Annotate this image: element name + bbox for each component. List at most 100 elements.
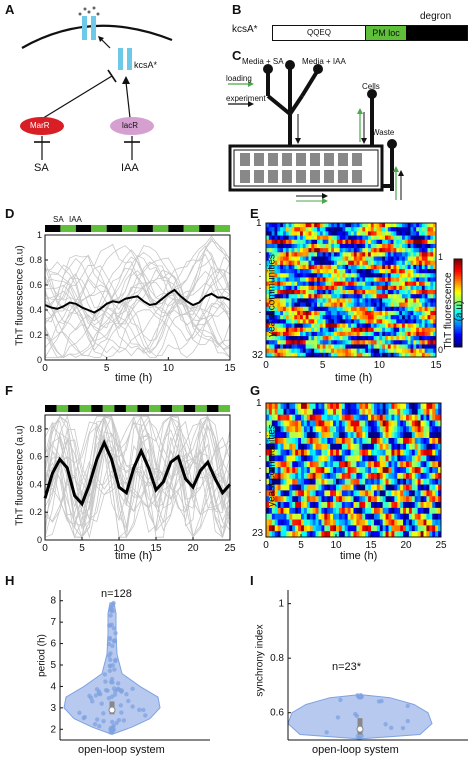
heat-cell (393, 252, 397, 257)
heat-cell (336, 437, 340, 445)
heat-cell (312, 403, 316, 410)
heat-cell (399, 273, 403, 278)
stimulus-block (68, 405, 80, 412)
heat-cell (289, 414, 293, 421)
heat-cell (368, 264, 372, 270)
heat-cell (350, 478, 354, 485)
heat-cell (359, 243, 363, 249)
heat-cell (274, 340, 278, 345)
heat-cell (344, 449, 348, 456)
heat-cell (391, 525, 395, 532)
heat-cell (328, 256, 332, 261)
heat-cell (314, 294, 318, 299)
heat-cell (396, 298, 400, 303)
heat-cell (319, 227, 323, 232)
heat-cell (399, 336, 403, 341)
heat-cell (280, 472, 284, 480)
heat-cell (341, 426, 346, 433)
heat-cell (433, 315, 437, 320)
colorbar-swatch (454, 289, 462, 293)
heat-cell (404, 256, 408, 261)
heat-cell (394, 502, 398, 509)
heat-cell (328, 336, 332, 341)
heat-cell (314, 352, 318, 358)
heat-cell (416, 323, 420, 328)
heat-cell (373, 513, 378, 520)
heat-cell (379, 340, 383, 345)
heat-cell (314, 310, 318, 316)
heat-cell (277, 449, 281, 456)
heat-cell (417, 472, 421, 480)
heat-cell (325, 285, 329, 291)
heat-cell (266, 239, 270, 245)
heat-cell (416, 348, 420, 354)
y-tick-label: 0.2 (29, 330, 42, 340)
heat-cell (297, 327, 301, 333)
row-dot: . (259, 461, 262, 472)
heat-cell (334, 327, 338, 333)
heat-cell (271, 252, 275, 257)
heat-cell (370, 302, 374, 308)
heat-cell (309, 507, 313, 514)
heat-cell (341, 467, 346, 474)
heat-cell (331, 243, 335, 249)
heat-cell (419, 352, 423, 358)
heat-cell (353, 277, 357, 282)
heat-cell (391, 403, 395, 410)
heat-cell (411, 432, 416, 439)
heat-cell (312, 502, 316, 509)
heat-cell (271, 490, 276, 497)
heat-cell (438, 461, 442, 468)
heat-cell (280, 285, 284, 291)
heat-cell (420, 426, 424, 433)
heat-cell (338, 513, 343, 520)
heat-cell (351, 248, 355, 253)
heat-cell (298, 443, 302, 450)
heat-cell (291, 260, 295, 266)
heat-cell (414, 426, 418, 433)
heat-cell (271, 256, 275, 261)
heat-cell (432, 403, 436, 410)
heat-cell (318, 478, 322, 485)
heat-cell (403, 455, 407, 462)
heat-cell (266, 302, 270, 308)
heat-cell (348, 269, 352, 274)
colorbar-swatch (454, 329, 462, 332)
heat-cell (277, 437, 281, 445)
heat-cell (277, 348, 281, 354)
heat-cell (365, 344, 369, 349)
heat-cell (402, 315, 406, 320)
heat-cell (280, 319, 284, 324)
heat-cell (317, 256, 321, 261)
heat-cell (330, 484, 334, 491)
heat-cell (419, 269, 423, 274)
heat-cell (328, 231, 332, 236)
heat-cell (385, 323, 389, 328)
heat-cell (295, 507, 299, 514)
heat-cell (365, 340, 369, 345)
heat-cell (268, 443, 273, 450)
heat-cell (318, 432, 322, 439)
heat-cell (416, 264, 420, 270)
heatmap-g-ylabel: yeast communities (266, 424, 278, 507)
heat-cell (331, 294, 335, 299)
heat-cell (427, 290, 431, 295)
heat-cell (396, 256, 400, 261)
heat-cell (330, 525, 334, 532)
lacr-label: lacR (122, 121, 139, 130)
heat-cell (356, 277, 360, 282)
heat-cell (399, 290, 403, 295)
heat-cell (429, 403, 433, 410)
heat-cell (306, 461, 311, 468)
heat-cell (321, 432, 325, 439)
heat-cell (368, 260, 372, 266)
heat-cell (303, 420, 308, 427)
heat-cell (353, 285, 357, 291)
heat-cell (417, 420, 421, 427)
heat-cell (400, 467, 404, 474)
heat-cell (410, 302, 414, 308)
heat-cell (414, 461, 418, 468)
heat-cell (427, 302, 431, 308)
heat-cell (336, 467, 340, 474)
heat-cell (325, 340, 329, 345)
